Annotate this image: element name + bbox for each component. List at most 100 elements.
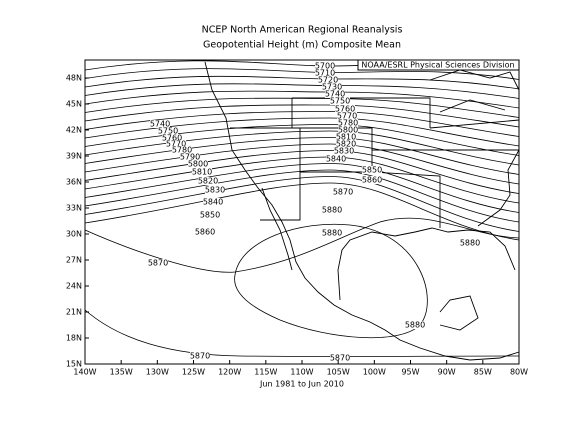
contour-label: 5740	[325, 90, 345, 99]
height-contours	[84, 60, 520, 357]
lat-label: 33N	[66, 204, 82, 213]
contour-label: 5750	[158, 127, 178, 136]
label-backdrop	[150, 120, 170, 128]
title-line: Geopotential Height (m) Composite Mean	[203, 40, 401, 51]
label-backdrop	[188, 160, 208, 168]
lat-label: 15N	[66, 360, 82, 369]
contour-line	[234, 223, 428, 339]
contour-label: 5810	[336, 133, 356, 142]
contour-label: 5850	[362, 166, 382, 175]
label-backdrop	[315, 69, 335, 77]
contour-line	[84, 97, 520, 118]
label-backdrop	[334, 147, 354, 155]
lon-label: 140W	[73, 368, 96, 377]
label-backdrop	[336, 133, 356, 141]
lon-label: 130W	[146, 368, 169, 377]
contour-label: 5880	[460, 239, 480, 248]
label-backdrop	[362, 166, 382, 174]
contour-label: 5780	[172, 146, 192, 155]
lat-label: 18N	[66, 334, 82, 343]
contour-label: 5840	[203, 198, 223, 207]
lon-label: 105W	[327, 368, 350, 377]
label-backdrop	[148, 259, 168, 267]
contour-label: 5840	[326, 155, 346, 164]
contour-label: 5810	[192, 168, 212, 177]
label-backdrop	[338, 126, 358, 134]
lat-label: 42N	[66, 126, 82, 135]
label-backdrop	[322, 229, 342, 237]
lon-label: 90W	[438, 368, 456, 377]
label-backdrop	[326, 155, 346, 163]
contour-label: 5860	[195, 228, 215, 237]
title-line: NCEP North American Regional Reanalysis	[202, 25, 403, 36]
label-backdrop	[192, 168, 212, 176]
contour-line	[84, 83, 520, 99]
contour-label: 5770	[337, 112, 357, 121]
contour-label: 5720	[318, 76, 338, 85]
contour-label: 5760	[162, 134, 182, 143]
axis-labels: 140W 135W 130W 125W 120W 115W 110W 105W 100W 95W 9…	[66, 74, 528, 377]
contour-label: 5880	[322, 229, 342, 238]
contour-line	[84, 111, 520, 137]
lat-label: 21N	[66, 308, 82, 317]
contour-line	[84, 163, 520, 213]
lat-label: 48N	[66, 74, 82, 83]
contour-label: 5850	[200, 211, 220, 220]
contour-label: 5870	[333, 188, 353, 197]
label-backdrop	[338, 119, 358, 127]
contour-label: 5820	[198, 177, 218, 186]
contour-line	[84, 182, 520, 241]
contour-label: 5800	[188, 160, 208, 169]
contour-label: 5880	[405, 321, 425, 330]
label-backdrop	[333, 188, 353, 196]
credit-box	[357, 59, 520, 71]
label-backdrop	[205, 186, 225, 194]
contour-labels: 5700571057205730574057505760577057805800…	[148, 62, 480, 363]
contour-label: 5750	[330, 97, 350, 106]
contour-label: 5730	[322, 83, 342, 92]
label-backdrop	[200, 211, 220, 219]
lat-label: 27N	[66, 256, 82, 265]
contour-label: 5780	[338, 119, 358, 128]
lon-label: 110W	[290, 368, 313, 377]
contour-label: 5760	[335, 105, 355, 114]
label-backdrop	[336, 140, 356, 148]
label-backdrop	[195, 228, 215, 236]
contour-label: 5870	[148, 259, 168, 268]
label-backdrop	[203, 198, 223, 206]
contour-label: 5740	[150, 120, 170, 129]
contour-label: 5770	[166, 140, 186, 149]
label-backdrop	[460, 239, 480, 247]
label-backdrop	[337, 112, 357, 120]
label-backdrop	[362, 176, 382, 184]
lon-label: 125W	[182, 368, 205, 377]
lat-label: 45N	[66, 100, 82, 109]
label-backdrop	[315, 62, 335, 70]
contour-label: 5820	[336, 140, 356, 149]
credit-label: NOAA/ESRL Physical Sciences Division	[361, 61, 514, 70]
lat-label: 36N	[66, 178, 82, 187]
lon-label: 85W	[474, 368, 492, 377]
lat-label: 39N	[66, 152, 82, 161]
lon-label: 120W	[218, 368, 241, 377]
contour-label: 5710	[315, 69, 335, 78]
contour-line	[84, 309, 520, 357]
lon-label: 80W	[510, 368, 528, 377]
contour-line	[84, 176, 520, 232]
label-backdrop	[335, 105, 355, 113]
lon-label: 115W	[254, 368, 277, 377]
label-backdrop	[318, 76, 338, 84]
lat-label: 24N	[66, 282, 82, 291]
contour-line	[84, 90, 520, 109]
lon-label: 95W	[401, 368, 419, 377]
contour-label: 5790	[180, 153, 200, 162]
label-backdrop	[322, 83, 342, 91]
contour-label: 5700	[315, 62, 335, 71]
contour-line	[84, 143, 520, 185]
label-backdrop	[180, 153, 200, 161]
contour-line	[84, 104, 520, 128]
label-backdrop	[405, 321, 425, 329]
contour-label: 5860	[362, 176, 382, 185]
label-backdrop	[322, 206, 342, 214]
